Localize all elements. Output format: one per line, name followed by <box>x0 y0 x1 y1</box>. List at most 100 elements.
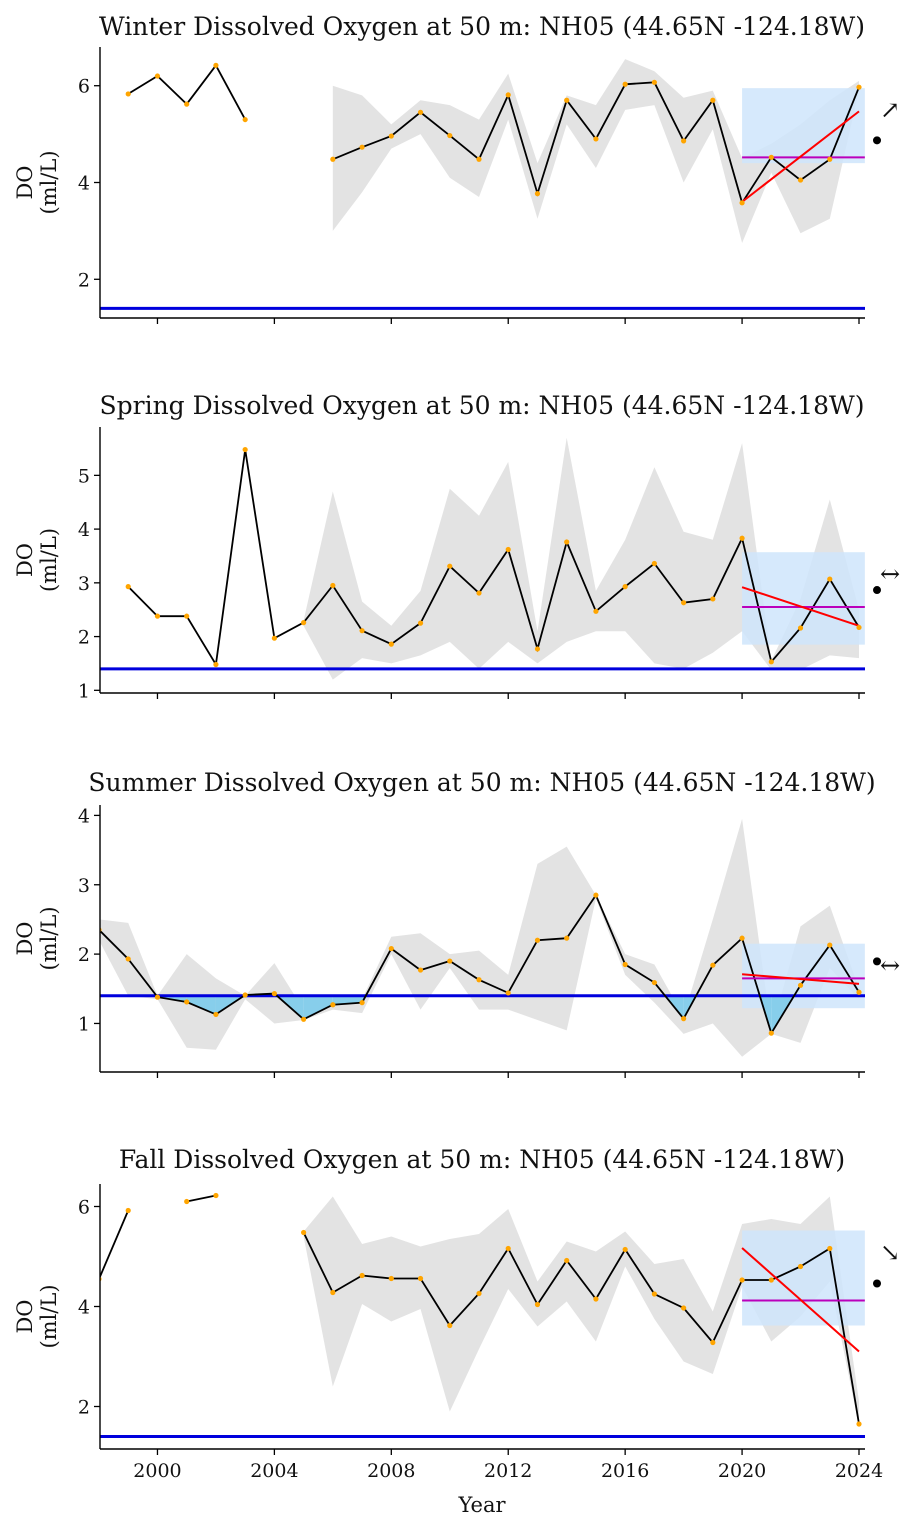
data-point <box>797 982 804 988</box>
data-point <box>564 539 570 545</box>
y-axis-label: DO(ml/L) <box>13 528 61 592</box>
data-point <box>213 62 219 68</box>
plot-area <box>100 818 865 1057</box>
data-point <box>856 84 862 90</box>
trend-line <box>741 110 860 203</box>
data-point <box>593 1296 599 1302</box>
do-series-line <box>127 63 246 121</box>
data-point <box>651 979 657 986</box>
data-point <box>856 624 862 631</box>
data-point <box>739 200 745 206</box>
x-tick-label: 2020 <box>718 1460 766 1482</box>
data-point <box>184 101 190 107</box>
data-point <box>534 191 541 197</box>
data-point <box>154 613 161 619</box>
data-point <box>359 1272 365 1279</box>
data-point <box>593 608 599 614</box>
hypoxia-fill <box>186 995 216 1015</box>
panel-1: 1 2 3 4 5 Spring Dissolved Oxygen at 50 m: NH… <box>13 391 900 702</box>
data-point <box>534 937 541 943</box>
variability-band <box>303 437 860 680</box>
data-point <box>534 646 541 652</box>
mean-status-dot <box>873 957 881 966</box>
x-axis-label: Year <box>457 1493 506 1517</box>
data-point <box>330 1002 336 1008</box>
data-point <box>564 1257 570 1264</box>
recent-period-box <box>742 1230 865 1326</box>
data-point <box>768 154 774 160</box>
trend-line <box>741 586 860 627</box>
data-point <box>739 935 745 941</box>
y-tick-label: 2 <box>78 1397 90 1419</box>
variability-band <box>303 1196 860 1427</box>
y-axis-label: DO(ml/L) <box>13 1284 61 1348</box>
y-tick-label: 4 <box>78 805 90 827</box>
panel-3: 2 4 6 2000 2004 2008 2012 2016 2020 2024 Fall Diss… <box>13 1145 900 1482</box>
panel-2: 1 2 3 4 Summer Dissolved Oxygen at 50 m: NH0… <box>13 768 900 1078</box>
y-tick-label: 2 <box>78 627 90 649</box>
data-point <box>505 92 511 98</box>
x-tick-label: 2012 <box>484 1460 532 1482</box>
chart-title: Spring Dissolved Oxygen at 50 m: NH05 (4… <box>100 391 865 420</box>
trend-arrow-icon: ↘ <box>880 1239 900 1267</box>
data-point <box>681 1305 687 1311</box>
trend-arrow-icon: ↗ <box>880 96 900 124</box>
data-point <box>447 1322 453 1329</box>
y-tick-label: 4 <box>78 519 90 541</box>
y-tick-label: 5 <box>78 465 90 487</box>
data-point <box>330 1289 336 1296</box>
data-point <box>359 628 365 634</box>
data-point <box>827 576 833 582</box>
data-point <box>213 661 219 668</box>
data-point <box>622 961 628 968</box>
data-point <box>125 91 131 97</box>
data-point <box>100 927 102 933</box>
trend-arrow-icon: ↔ <box>880 560 900 588</box>
data-point <box>388 133 394 139</box>
data-point <box>184 613 190 619</box>
data-point <box>797 177 804 183</box>
data-point <box>768 659 774 665</box>
data-point <box>622 584 628 590</box>
y-tick-label: 6 <box>78 1197 90 1219</box>
data-point <box>154 73 161 79</box>
chart-title: Summer Dissolved Oxygen at 50 m: NH05 (4… <box>88 768 875 797</box>
data-point <box>242 116 248 123</box>
data-point <box>330 582 336 589</box>
data-point <box>622 1246 628 1253</box>
data-point <box>768 1277 774 1283</box>
data-point <box>359 1000 365 1006</box>
data-point <box>242 992 248 998</box>
data-point <box>447 563 453 569</box>
data-point <box>681 600 687 606</box>
data-point <box>681 1016 687 1022</box>
data-point <box>564 935 570 941</box>
y-tick-label: 2 <box>78 944 90 966</box>
data-point <box>710 97 716 103</box>
data-point <box>593 892 599 898</box>
data-point <box>125 1207 131 1214</box>
data-point <box>476 977 482 983</box>
y-tick-label: 4 <box>78 1297 90 1319</box>
data-point <box>184 1198 190 1205</box>
data-point <box>271 991 277 997</box>
trend-line <box>741 1247 860 1353</box>
data-point <box>447 958 453 964</box>
do-series-line <box>302 1232 860 1425</box>
data-point <box>739 535 745 541</box>
data-point <box>359 144 365 150</box>
data-point <box>271 635 277 641</box>
data-point <box>213 1011 219 1018</box>
data-point <box>593 136 599 142</box>
data-point <box>100 1276 102 1282</box>
mean-status-dot <box>873 136 881 145</box>
data-point <box>301 620 307 626</box>
variability-band <box>332 59 859 243</box>
data-point <box>125 584 131 590</box>
data-point <box>184 999 190 1005</box>
x-tick-label: 2004 <box>250 1460 298 1482</box>
y-tick-label: 4 <box>78 173 90 195</box>
data-point <box>797 625 804 631</box>
y-tick-label: 2 <box>78 269 90 291</box>
